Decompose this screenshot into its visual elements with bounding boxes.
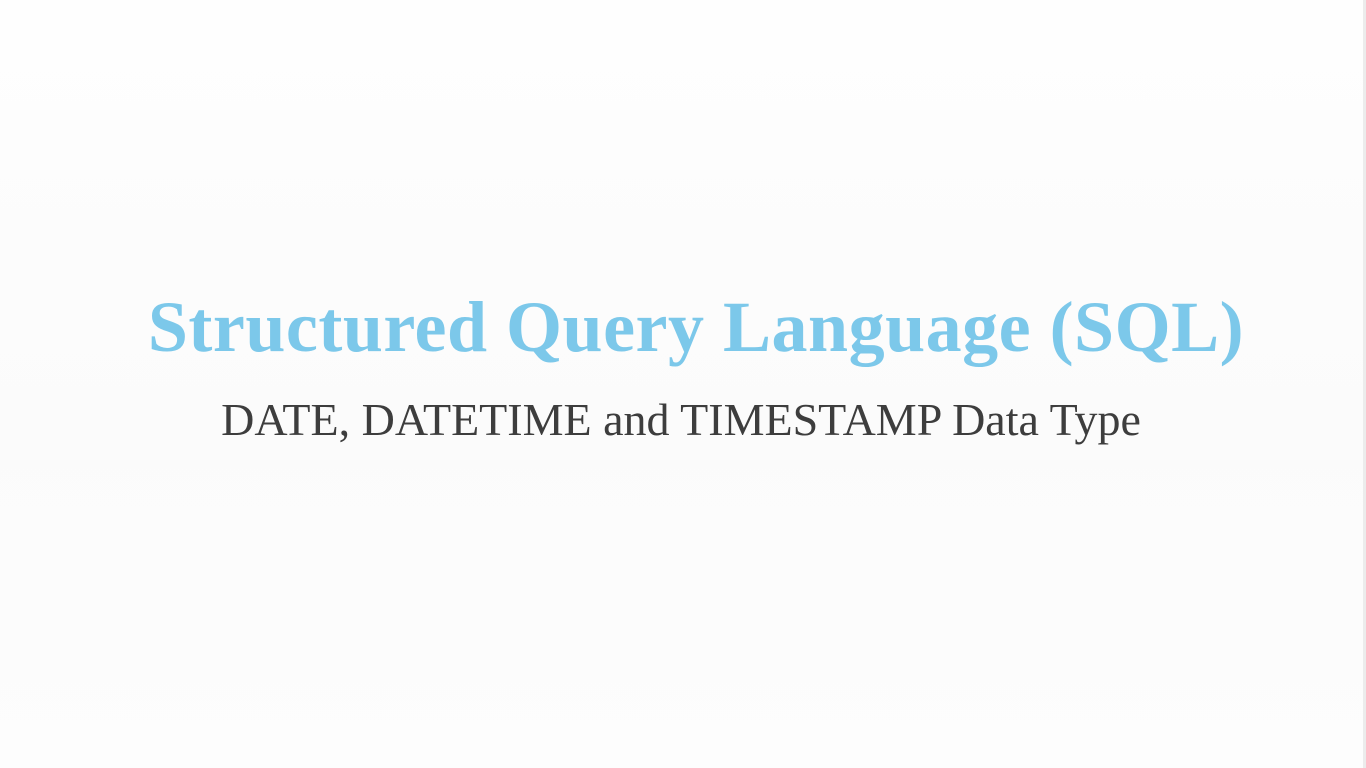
screen-edge-divider [1363, 0, 1366, 768]
slide-subtitle: DATE, DATETIME and TIMESTAMP Data Type [221, 394, 1141, 445]
slide-title: Structured Query Language (SQL) [147, 287, 1245, 367]
